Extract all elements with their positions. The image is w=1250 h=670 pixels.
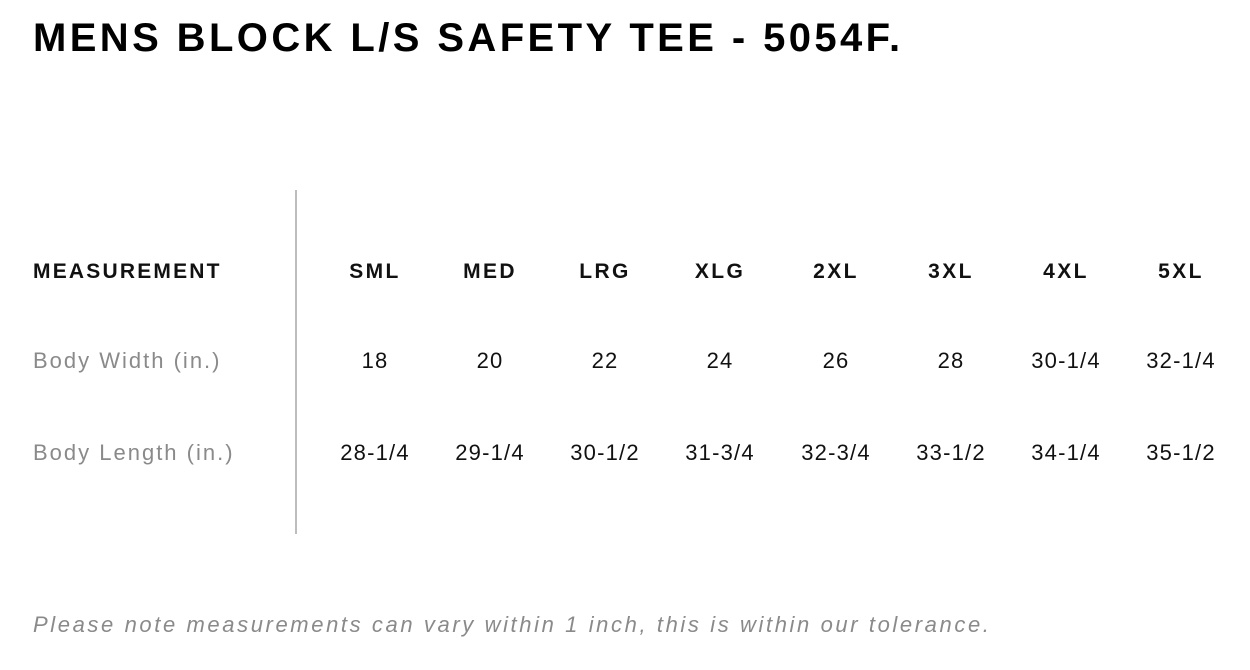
table-cell: 24 — [706, 348, 734, 373]
table-cell: 32-3/4 — [801, 440, 871, 465]
page-title: MENS BLOCK L/S SAFETY TEE - 5054F. — [33, 16, 904, 60]
table-cell: 20 — [476, 348, 504, 373]
size-header: MED — [463, 260, 517, 283]
table-cell: 31-3/4 — [685, 440, 755, 465]
size-header: 4XL — [1043, 260, 1089, 283]
table-cell: 29-1/4 — [455, 440, 525, 465]
table-cell: 32-1/4 — [1146, 348, 1216, 373]
size-header: XLG — [694, 260, 746, 283]
table-cell: 28-1/4 — [340, 440, 410, 465]
tolerance-note: Please note measurements can vary within… — [33, 612, 992, 637]
row-label-body-length: Body Length (in.) — [33, 440, 235, 465]
table-cell: 28 — [937, 348, 965, 373]
table-cell: 26 — [822, 348, 850, 373]
column-divider — [295, 190, 297, 534]
table-cell: 34-1/4 — [1031, 440, 1101, 465]
row-label-body-width: Body Width (in.) — [33, 348, 222, 373]
table-cell: 33-1/2 — [916, 440, 986, 465]
size-header: 2XL — [813, 260, 859, 283]
size-header: 5XL — [1158, 260, 1204, 283]
size-header: 3XL — [928, 260, 974, 283]
table-cell: 35-1/2 — [1146, 440, 1216, 465]
table-cell: 30-1/2 — [570, 440, 640, 465]
measurement-header: MEASUREMENT — [33, 260, 222, 283]
table-cell: 30-1/4 — [1031, 348, 1101, 373]
table-cell: 18 — [361, 348, 389, 373]
table-cell: 22 — [591, 348, 619, 373]
size-header: SML — [349, 260, 401, 283]
size-header: LRG — [579, 260, 631, 283]
